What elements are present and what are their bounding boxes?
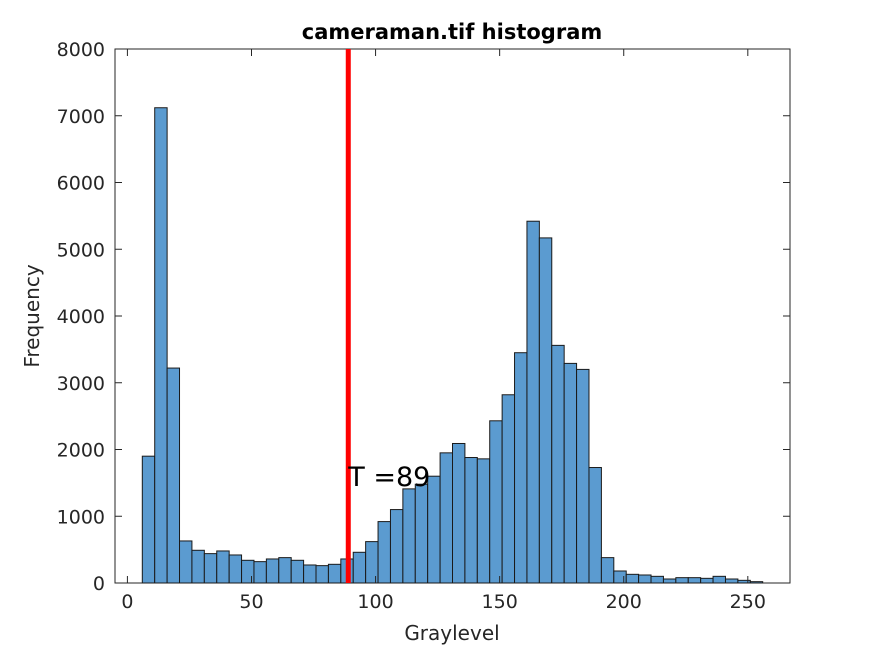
y-tick-label: 8000	[57, 39, 105, 61]
histogram-bar	[638, 574, 652, 584]
histogram-bar	[551, 344, 565, 584]
histogram-bar	[563, 362, 578, 584]
histogram-bar	[526, 220, 540, 584]
y-tick-label: 6000	[57, 173, 105, 195]
histogram-bar	[216, 550, 230, 584]
histogram-bar	[154, 107, 168, 584]
chart-title: cameraman.tif histogram	[302, 20, 603, 44]
y-axis-label: Frequency	[20, 264, 44, 367]
histogram-bar	[179, 540, 193, 584]
histogram-bar	[241, 559, 255, 584]
histogram-bar	[749, 581, 764, 584]
histogram-bar	[191, 549, 205, 584]
histogram-bar	[476, 458, 491, 584]
histogram-bar	[576, 368, 590, 584]
histogram-bar	[327, 563, 342, 584]
histogram-bar	[452, 442, 466, 584]
histogram-bar	[588, 467, 602, 584]
histogram-bar	[141, 455, 156, 584]
histogram-bar	[737, 579, 751, 584]
y-tick-label: 5000	[57, 239, 105, 261]
histogram-bar	[501, 394, 516, 584]
histogram-bar	[489, 420, 503, 584]
histogram-bar	[613, 570, 627, 584]
histogram-bar	[265, 558, 280, 584]
histogram-bar	[414, 483, 429, 584]
histogram-bar	[352, 551, 367, 584]
histogram-bar	[166, 367, 181, 584]
threshold-label: T =89	[347, 462, 430, 493]
histogram-bar	[687, 577, 702, 584]
histogram-bar	[712, 575, 726, 584]
histogram-bar	[700, 577, 714, 584]
histogram-bar	[377, 521, 391, 584]
x-tick-label: 150	[482, 591, 518, 613]
histogram-bar	[203, 553, 218, 584]
histogram-bar	[724, 578, 739, 584]
histogram-bar	[625, 573, 640, 584]
histogram-bar	[464, 457, 478, 584]
plot-area: T =89 0 50 100 150 200 250 0 1000 2000 3000 4000 5…	[57, 39, 791, 613]
histogram-bar	[439, 452, 453, 584]
histogram-bar	[303, 564, 317, 584]
histogram-bar	[365, 541, 379, 584]
y-tick-label: 1000	[57, 506, 105, 528]
histogram-bar	[650, 575, 664, 584]
x-tick-label: 0	[121, 591, 133, 613]
y-tick-label: 4000	[57, 306, 105, 328]
histogram-bar	[315, 565, 329, 584]
x-axis-label: Graylevel	[404, 621, 499, 645]
histogram-bar	[278, 557, 292, 584]
histogram-bar	[600, 557, 615, 584]
histogram-bar	[253, 561, 267, 584]
y-tick-label: 7000	[57, 106, 105, 128]
histogram-bar	[290, 559, 305, 584]
y-axis-ticks: 0 1000 2000 3000 4000 5000 6000 7000 8000	[57, 39, 790, 595]
histogram-bar	[402, 488, 416, 584]
histogram-bar	[662, 578, 677, 584]
histogram-bars	[141, 107, 764, 584]
histogram-bar	[228, 554, 243, 584]
y-tick-label: 2000	[57, 440, 105, 462]
histogram-bar	[675, 577, 689, 584]
x-tick-label: 250	[730, 591, 766, 613]
x-axis-ticks: 0 50 100 150 200 250	[121, 49, 766, 613]
x-tick-label: 50	[239, 591, 263, 613]
x-tick-label: 200	[606, 591, 642, 613]
y-tick-label: 3000	[57, 373, 105, 395]
histogram-bar	[538, 237, 553, 584]
histogram-bar	[514, 352, 528, 584]
x-tick-label: 100	[357, 591, 393, 613]
histogram-bar	[389, 509, 404, 584]
y-tick-label: 0	[93, 573, 105, 595]
